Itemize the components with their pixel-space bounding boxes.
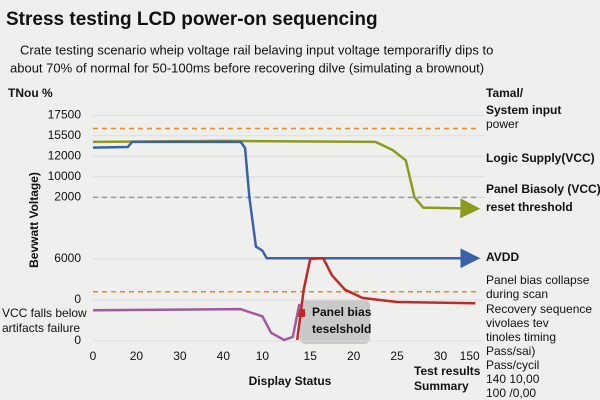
x-tick-label: 150 — [460, 349, 480, 363]
chart-title: Stress testing LCD power-on sequencing — [6, 9, 378, 30]
side-label: reset threshold — [486, 200, 573, 214]
subtitle: Crate testing scenario wheip voltage rai… — [20, 42, 493, 57]
callout-text: Panel bias — [312, 305, 372, 319]
x-axis-title: Display Status — [249, 374, 332, 388]
callout-text: teselshold — [312, 322, 371, 336]
side-label: artifacts failure — [2, 321, 80, 335]
y-tick-label: 0 — [74, 333, 81, 347]
x-tick-label: 30 — [173, 349, 187, 363]
x-tick-label: 0 — [90, 349, 97, 363]
x-tick-label: 40 — [217, 349, 231, 363]
y-tick-label: 17500 — [48, 107, 82, 121]
summary-label: Summary — [414, 379, 469, 393]
side-label: Pass/sai) — [486, 344, 535, 358]
side-label: during scan — [486, 287, 548, 301]
side-label: Pass/cycil — [486, 358, 539, 372]
side-label: AVDD — [486, 250, 519, 264]
y-tick-label: 15500 — [48, 128, 82, 142]
x-tick-label: 20 — [130, 349, 144, 363]
x-tick-label: 15 — [304, 349, 318, 363]
side-label: 100 /0,00 — [486, 386, 536, 400]
side-label: System input — [486, 103, 561, 117]
y-tick-label: 10000 — [48, 169, 82, 183]
y-tick-label: 12000 — [48, 148, 82, 162]
side-label: power — [486, 117, 519, 131]
side-label: Panel Biasoly (VCC) — [486, 182, 600, 196]
y-tick-label: 0 — [74, 292, 81, 306]
series-line — [295, 257, 476, 341]
series-line — [92, 140, 481, 269]
side-label: Recovery sequence — [486, 302, 592, 316]
side-label: Logic Supply(VCC) — [486, 151, 595, 165]
x-tick-label: 20 — [347, 349, 361, 363]
y-unit-label: TNou % — [8, 86, 53, 100]
y-axis-title: Bevwatt Voltage) — [27, 172, 41, 268]
subtitle: about 70% of normal for 50-100ms before … — [10, 60, 484, 75]
callout-box — [300, 300, 370, 344]
x-tick-label: 10 — [256, 349, 270, 363]
x-tick-label: 30 — [434, 349, 448, 363]
side-label: 140 10,00 — [486, 372, 540, 386]
side-label: Panel bias collapse — [486, 273, 590, 287]
summary-label: Test results — [414, 364, 481, 378]
side-label: Tamal/ — [486, 86, 524, 100]
series-line — [92, 139, 481, 219]
side-label: tinoles timing — [486, 330, 556, 344]
side-label: VCC falls below — [2, 306, 87, 320]
side-label: vivolaes tev — [486, 316, 549, 330]
series-line — [92, 303, 301, 342]
y-tick-label: 2000 — [54, 189, 81, 203]
y-tick-label: 6000 — [54, 251, 81, 265]
x-tick-label: 25 — [390, 349, 404, 363]
